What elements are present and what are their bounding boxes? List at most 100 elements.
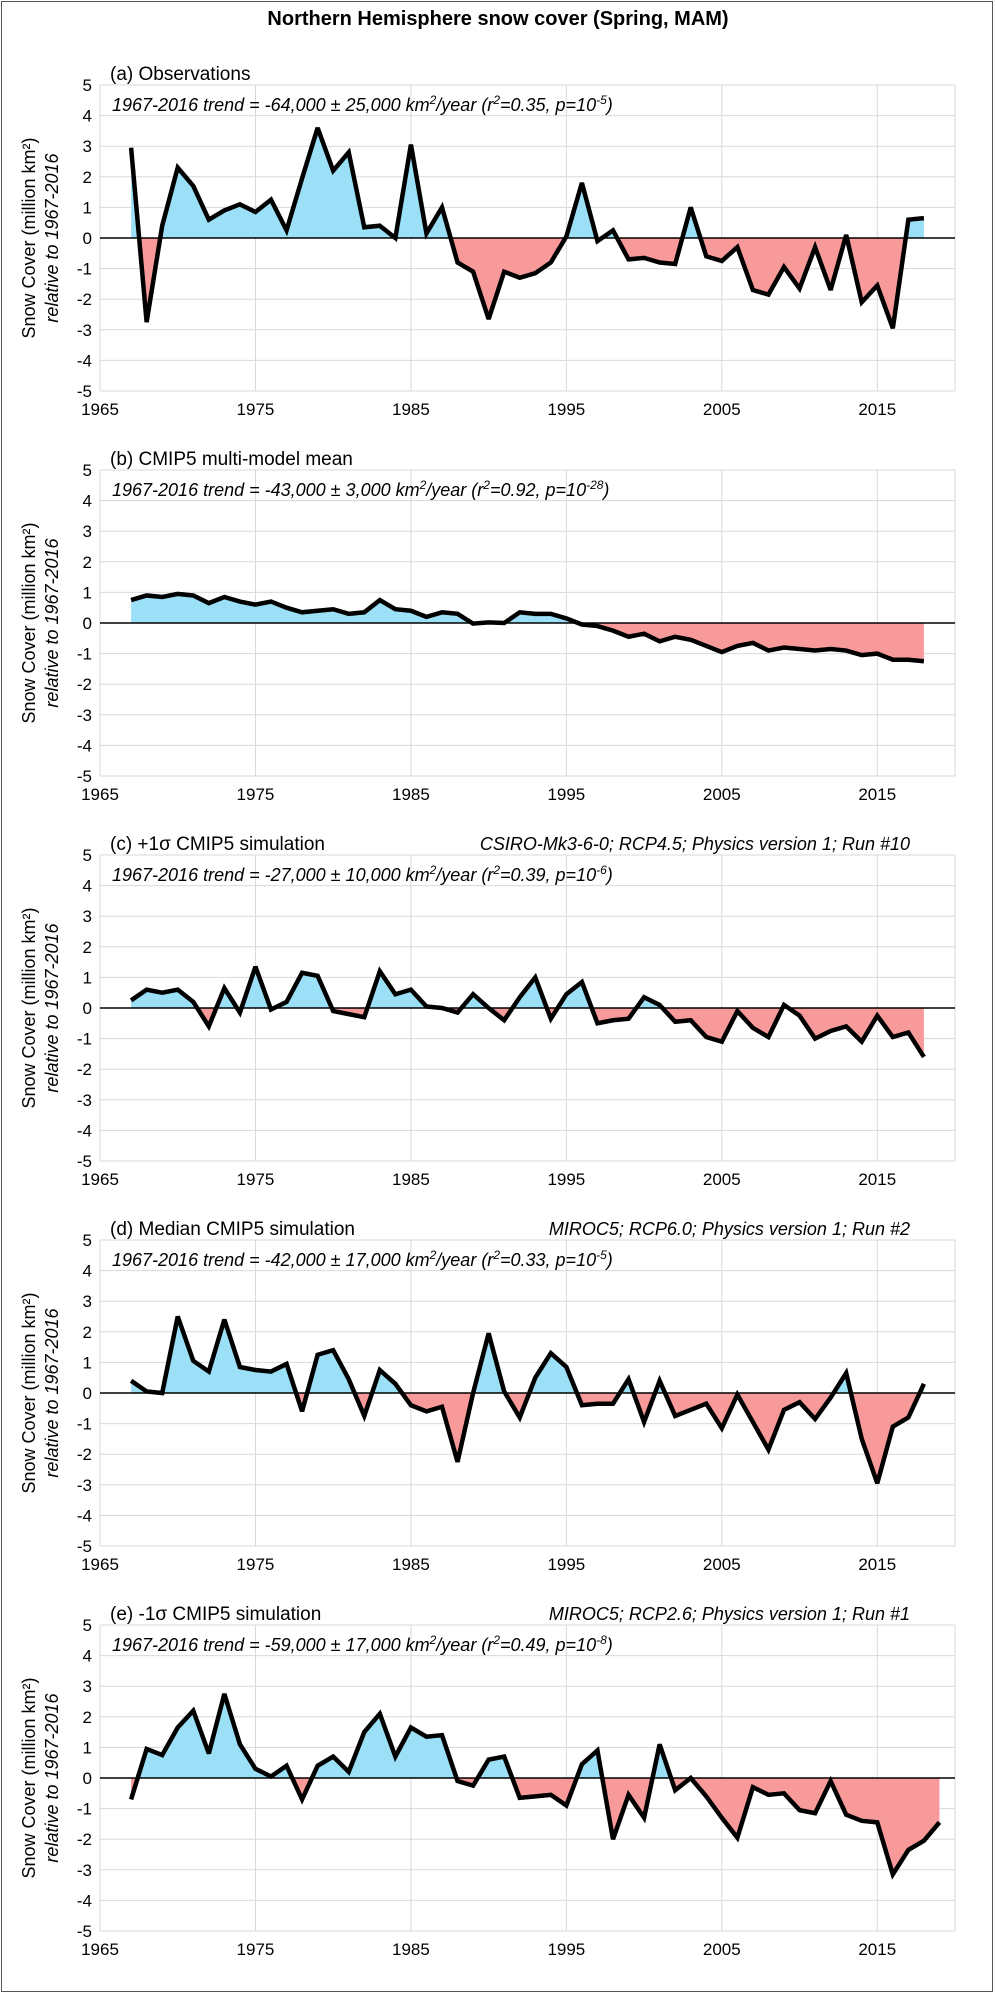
trend-text: 1967-2016 trend = -64,000 ± 25,000 km2/y… [112,93,613,115]
positive-area [131,593,924,623]
y-tick-label: 5 [83,76,92,95]
y-tick-label: 0 [83,999,92,1018]
y-tick-label: 0 [83,1384,92,1403]
y-tick-label: 2 [83,1708,92,1727]
x-tick-label: 2005 [703,1555,741,1574]
x-tick-label: 1995 [547,1555,585,1574]
x-tick-label: 2015 [858,1555,896,1574]
model-info: MIROC5; RCP2.6; Physics version 1; Run #… [549,1604,910,1624]
y-tick-label: -2 [77,290,92,309]
chart-panel-5: -5 -4 -3 -2 -1 0 1 2 3 4 5 1965 1975 1985 1995 2005 2015… [19,1604,956,1959]
y-tick-label: 0 [83,229,92,248]
y-tick-label: -1 [77,1030,92,1049]
positive-area [131,127,924,238]
y-tick-label: -3 [77,1861,92,1880]
panel-label: (c) +1σ CMIP5 simulation [110,834,325,855]
y-axis-label: Snow Cover (million km²) [19,907,39,1108]
y-tick-label: -1 [77,260,92,279]
x-tick-label: 1985 [392,400,430,419]
y-tick-label: 3 [83,1677,92,1696]
chart-panel-2: -5 -4 -3 -2 -1 0 1 2 3 4 5 1965 1975 1985 1995 2005 2015… [19,449,956,804]
y-tick-label: -1 [77,1415,92,1434]
positive-area [131,966,924,1008]
x-tick-label: 1975 [237,785,275,804]
y-tick-label: -2 [77,675,92,694]
negative-area [131,623,924,662]
x-tick-label: 2005 [703,1940,741,1959]
x-tick-label: 1965 [81,1940,119,1959]
panel-label: (b) CMIP5 multi-model mean [110,449,353,470]
series-line [130,591,925,664]
x-tick-label: 1995 [547,785,585,804]
x-tick-label: 1995 [547,1940,585,1959]
y-axis-label: Snow Cover (million km²) [19,1292,39,1493]
x-tick-label: 1985 [392,1170,430,1189]
chart-panel-1: -5 -4 -3 -2 -1 0 1 2 3 4 5 1965 1975 1985 1995 2005 2015… [19,64,956,419]
panel-label: (d) Median CMIP5 simulation [110,1219,355,1240]
x-tick-label: 1985 [392,1555,430,1574]
y-tick-label: -4 [77,1121,92,1140]
x-tick-label: 1965 [81,400,119,419]
y-tick-label: -3 [77,706,92,725]
negative-area [131,1008,924,1057]
y-tick-label: -2 [77,1060,92,1079]
chart-panel-4: -5 -4 -3 -2 -1 0 1 2 3 4 5 1965 1975 1985 1995 2005 2015… [19,1219,956,1574]
y-tick-label: -5 [77,1922,92,1941]
y-tick-label: -4 [77,1891,92,1910]
y-tick-label: -3 [77,321,92,340]
model-info: CSIRO-Mk3-6-0; RCP4.5; Physics version 1… [480,834,910,854]
y-tick-label: 4 [83,1647,92,1666]
x-tick-label: 2005 [703,400,741,419]
y-tick-label: -5 [77,382,92,401]
chart-panel-3: -5 -4 -3 -2 -1 0 1 2 3 4 5 1965 1975 1985 1995 2005 2015… [19,834,956,1189]
x-tick-label: 1965 [81,1555,119,1574]
x-tick-label: 2005 [703,1170,741,1189]
y-tick-label: 1 [83,583,92,602]
y-axis-label: Snow Cover (million km²) [19,522,39,723]
y-tick-label: 1 [83,198,92,217]
y-tick-label: 3 [83,137,92,156]
panel-label: (e) -1σ CMIP5 simulation [110,1604,321,1625]
series-line [128,1693,942,1880]
y-tick-label: 4 [83,877,92,896]
y-tick-label: 0 [83,1769,92,1788]
trend-text: 1967-2016 trend = -43,000 ± 3,000 km2/ye… [112,478,609,500]
x-tick-label: 2015 [858,1170,896,1189]
positive-area [131,1316,924,1393]
y-axis-sublabel: relative to 1967-2016 [42,1307,62,1477]
y-tick-label: 2 [83,1323,92,1342]
y-axis-label: Snow Cover (million km²) [19,1677,39,1878]
y-tick-label: 3 [83,907,92,926]
main-title: Northern Hemisphere snow cover (Spring, … [267,8,729,30]
trend-text: 1967-2016 trend = -42,000 ± 17,000 km2/y… [112,1248,613,1270]
y-tick-label: -2 [77,1830,92,1849]
y-tick-label: -1 [77,1800,92,1819]
trend-text: 1967-2016 trend = -59,000 ± 17,000 km2/y… [112,1633,613,1655]
x-tick-label: 2015 [858,400,896,419]
y-tick-label: -1 [77,645,92,664]
y-tick-label: 5 [83,846,92,865]
panel-label: (a) Observations [110,64,250,85]
y-tick-label: 1 [83,968,92,987]
y-tick-label: 2 [83,168,92,187]
x-tick-label: 1965 [81,1170,119,1189]
series-line [129,1315,926,1485]
y-tick-label: -3 [77,1476,92,1495]
x-tick-label: 1965 [81,785,119,804]
y-tick-label: 5 [83,1231,92,1250]
y-tick-label: 2 [83,938,92,957]
y-tick-label: -4 [77,351,92,370]
y-tick-label: -4 [77,1506,92,1525]
y-tick-label: -3 [77,1091,92,1110]
trend-text: 1967-2016 trend = -27,000 ± 10,000 km2/y… [112,863,613,885]
y-axis-sublabel: relative to 1967-2016 [42,537,62,707]
x-tick-label: 2005 [703,785,741,804]
x-tick-label: 1975 [237,1170,275,1189]
x-tick-label: 1985 [392,785,430,804]
y-tick-label: 5 [83,461,92,480]
y-tick-label: 3 [83,1292,92,1311]
y-tick-label: 1 [83,1353,92,1372]
y-tick-label: 5 [83,1616,92,1635]
y-tick-label: -2 [77,1445,92,1464]
